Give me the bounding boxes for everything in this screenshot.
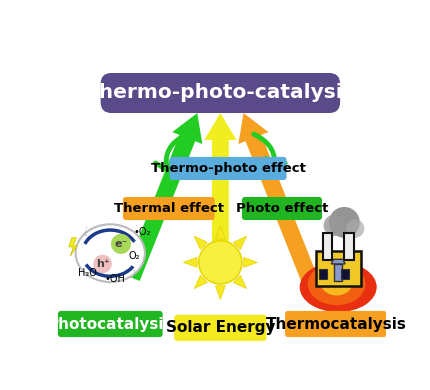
FancyArrowPatch shape	[86, 226, 95, 237]
Text: Thermo-photo effect: Thermo-photo effect	[150, 162, 305, 175]
Text: Thermal effect: Thermal effect	[114, 202, 224, 215]
Polygon shape	[233, 236, 246, 249]
Text: •O₂: •O₂	[133, 227, 151, 237]
FancyBboxPatch shape	[335, 264, 342, 281]
FancyBboxPatch shape	[285, 311, 387, 337]
FancyArrowPatch shape	[125, 269, 135, 280]
FancyBboxPatch shape	[169, 157, 287, 180]
Text: Photocatalysis: Photocatalysis	[47, 317, 173, 332]
Circle shape	[329, 207, 360, 238]
Text: e⁻: e⁻	[114, 239, 128, 249]
FancyBboxPatch shape	[319, 269, 327, 279]
Polygon shape	[238, 113, 317, 281]
Polygon shape	[215, 286, 225, 300]
Polygon shape	[124, 113, 203, 281]
Text: h⁺: h⁺	[96, 259, 110, 269]
FancyBboxPatch shape	[344, 233, 353, 260]
Polygon shape	[204, 113, 237, 278]
Polygon shape	[194, 275, 207, 289]
FancyBboxPatch shape	[341, 269, 349, 279]
Circle shape	[323, 215, 345, 236]
Ellipse shape	[319, 263, 354, 296]
Polygon shape	[184, 257, 197, 268]
Polygon shape	[215, 225, 225, 239]
FancyBboxPatch shape	[316, 251, 360, 286]
FancyBboxPatch shape	[101, 73, 340, 113]
Text: Photo effect: Photo effect	[236, 202, 328, 215]
FancyBboxPatch shape	[174, 315, 267, 341]
Polygon shape	[233, 275, 246, 289]
FancyArrowPatch shape	[156, 134, 187, 170]
Polygon shape	[244, 257, 257, 268]
Text: H₂O: H₂O	[78, 268, 97, 278]
Polygon shape	[69, 238, 77, 256]
Polygon shape	[194, 236, 207, 249]
Ellipse shape	[300, 262, 377, 312]
Circle shape	[93, 255, 112, 273]
Circle shape	[111, 234, 131, 254]
Text: •OH: •OH	[104, 275, 125, 284]
FancyBboxPatch shape	[123, 197, 215, 220]
Ellipse shape	[76, 224, 145, 282]
Polygon shape	[331, 259, 345, 264]
FancyBboxPatch shape	[242, 197, 322, 220]
FancyArrowPatch shape	[254, 134, 285, 170]
Text: O₂: O₂	[129, 251, 140, 261]
Text: Solar Energy: Solar Energy	[166, 320, 275, 335]
Text: Thermo-photo-catalysis: Thermo-photo-catalysis	[86, 83, 355, 103]
Text: Thermocatalysis: Thermocatalysis	[265, 317, 406, 332]
FancyBboxPatch shape	[323, 233, 332, 260]
FancyBboxPatch shape	[58, 311, 163, 337]
Ellipse shape	[308, 263, 366, 305]
Circle shape	[346, 219, 364, 238]
Circle shape	[199, 241, 242, 284]
